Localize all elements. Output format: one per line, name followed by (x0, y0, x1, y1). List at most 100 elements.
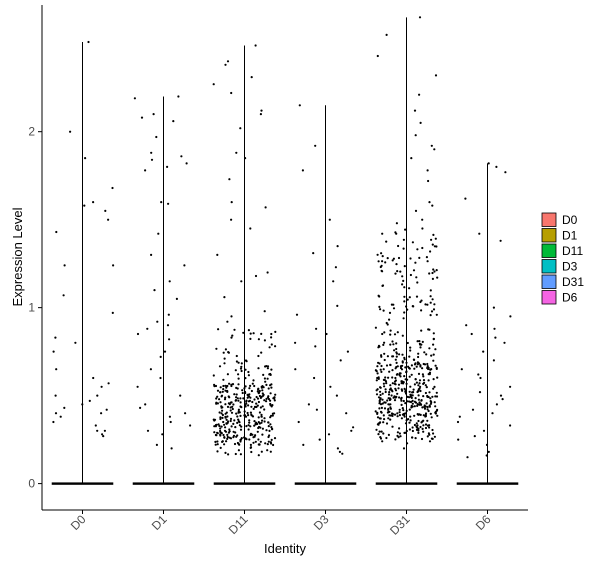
point-d31 (384, 388, 387, 391)
point-d11 (265, 365, 268, 368)
point-d3 (336, 245, 339, 248)
point-d31 (426, 405, 429, 409)
point-d31 (398, 353, 401, 356)
point-d1 (146, 327, 149, 330)
point-d6 (485, 454, 488, 457)
point-d31 (419, 346, 422, 349)
point-d11 (265, 383, 268, 386)
point-d31 (421, 218, 424, 221)
point-d0 (69, 130, 72, 133)
point-d31 (381, 392, 384, 395)
point-d0 (107, 382, 110, 385)
point-d11 (246, 411, 249, 415)
point-d11 (261, 405, 264, 408)
point-d0 (55, 230, 58, 234)
point-d31 (433, 245, 436, 248)
point-d3 (345, 412, 348, 415)
point-d31 (395, 263, 398, 266)
point-d11 (219, 386, 222, 389)
point-d31 (436, 276, 439, 279)
point-d31 (436, 408, 439, 411)
point-d31 (418, 340, 421, 343)
point-d11 (254, 44, 257, 47)
point-d31 (408, 390, 411, 393)
point-d3 (315, 327, 318, 330)
point-d1 (185, 162, 188, 165)
point-d31 (398, 396, 401, 399)
point-d11 (224, 63, 227, 66)
point-d31 (378, 407, 381, 410)
point-d1 (161, 433, 164, 436)
point-d31 (394, 367, 397, 370)
point-d11 (234, 452, 237, 456)
point-d31 (376, 376, 379, 380)
point-d11 (271, 414, 274, 417)
point-d31 (423, 363, 427, 366)
point-d31 (428, 328, 431, 331)
point-d11 (218, 365, 222, 368)
point-d31 (398, 408, 401, 411)
point-d31 (428, 405, 431, 408)
point-d31 (433, 148, 436, 151)
point-d11 (235, 412, 238, 415)
point-d31 (405, 370, 408, 373)
point-d31 (411, 426, 414, 429)
point-d31 (399, 270, 402, 273)
point-d11 (213, 383, 216, 386)
point-d11 (229, 417, 233, 420)
point-d31 (421, 340, 424, 343)
point-d31 (393, 349, 396, 352)
x-tick-label-d0: D0 (68, 512, 89, 533)
point-d11 (252, 332, 255, 335)
point-d11 (269, 392, 272, 395)
point-d31 (433, 385, 436, 388)
point-d11 (252, 379, 255, 382)
zero-band-d1 (132, 482, 195, 485)
point-d11 (255, 402, 258, 405)
point-d11 (268, 346, 271, 349)
point-d31 (396, 373, 399, 376)
point-d11 (261, 389, 264, 392)
point-d11 (233, 419, 236, 422)
point-d1 (157, 232, 160, 235)
point-d31 (398, 427, 401, 430)
point-d11 (248, 395, 251, 398)
point-d11 (252, 407, 255, 410)
point-d11 (225, 422, 228, 425)
point-d31 (432, 338, 435, 341)
point-d31 (422, 414, 425, 417)
point-d11 (249, 425, 252, 428)
point-d11 (223, 296, 226, 299)
point-d31 (415, 365, 418, 368)
point-d6 (473, 435, 476, 438)
point-d11 (237, 449, 240, 452)
point-d0 (104, 209, 107, 212)
point-d31 (396, 270, 399, 273)
point-d11 (261, 427, 264, 430)
point-d0 (105, 408, 108, 411)
point-d11 (221, 440, 224, 443)
point-d11 (220, 395, 223, 398)
point-d31 (417, 429, 420, 432)
point-d0 (54, 412, 58, 415)
point-d31 (429, 250, 432, 253)
point-d11 (216, 402, 219, 405)
point-d31 (408, 396, 411, 399)
point-d11 (222, 420, 225, 424)
point-d11 (225, 386, 228, 389)
point-d31 (429, 295, 432, 298)
point-d31 (433, 270, 436, 273)
point-d31 (416, 426, 419, 429)
point-d3 (307, 403, 310, 406)
point-d11 (257, 392, 260, 395)
point-d31 (403, 358, 406, 361)
point-d0 (52, 420, 55, 424)
point-d31 (428, 433, 431, 436)
point-d31 (391, 376, 394, 379)
point-d31 (389, 414, 392, 417)
point-d31 (420, 437, 424, 441)
point-d11 (243, 414, 246, 417)
point-d11 (261, 392, 264, 395)
point-d11 (270, 438, 273, 441)
point-d6 (492, 306, 495, 309)
